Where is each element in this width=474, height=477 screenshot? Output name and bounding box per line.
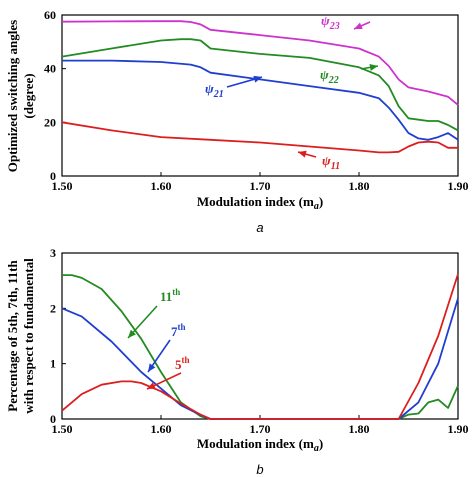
series-label-1: ψ22: [320, 67, 339, 86]
y-axis-title-line1: Percentage of 5th, 7th, 11th: [5, 260, 20, 412]
series-label-3: ψ11: [322, 153, 340, 172]
series-label-1: 7th: [171, 322, 186, 339]
x-axis-title: Modulation index (ma): [197, 436, 323, 454]
series-label-0: ψ23: [321, 13, 340, 32]
y-axis-title-line2: (degree): [21, 73, 36, 118]
annotation-arrow-head: [253, 75, 262, 83]
series-line-3: [61, 121, 458, 154]
series-line-0: [61, 20, 459, 106]
y-axis-title-line1: Optimized switching angles: [5, 20, 20, 172]
series-label-0: 11th: [160, 287, 180, 304]
series-line-2: [61, 273, 459, 420]
x-tick-label: 1.80: [349, 179, 370, 193]
series-line-1: [61, 38, 459, 132]
chart-panel-a: 1.50 1.60 1.70 1.80 1.90 0 20 40 60 ψ23 ψ22 ψ21 ψ11 M…: [5, 8, 469, 235]
panel-label: b: [256, 462, 263, 477]
annotation-arrow-head: [128, 329, 136, 338]
x-tick-label: 1.60: [151, 422, 172, 436]
series-label-2: ψ21: [205, 81, 224, 100]
annotation-arrow-head: [369, 63, 378, 71]
annotation-arrow-head: [354, 22, 363, 29]
y-tick-label: 1: [50, 357, 56, 371]
x-tick-label: 1.70: [250, 179, 271, 193]
y-tick-label: 3: [50, 246, 56, 260]
y-tick-label: 0: [50, 169, 56, 183]
series-label-2: 5th: [175, 355, 190, 372]
plot-frame: [61, 252, 459, 420]
y-axis-title-line2: with respect to fundamental: [21, 258, 36, 414]
series-line-1: [61, 298, 459, 420]
y-tick-label: 40: [44, 62, 56, 76]
y-tick-label: 60: [44, 8, 56, 22]
annotation-arrow-head: [147, 382, 156, 389]
annotation-arrow-head: [148, 363, 156, 372]
series-line-0: [62, 274, 459, 420]
y-tick-label: 2: [50, 301, 56, 315]
series-line-2: [62, 59, 459, 141]
y-tick-label: 0: [50, 412, 56, 426]
panel-label: a: [256, 220, 263, 235]
x-tick-label: 1.70: [250, 422, 271, 436]
annotation-arrow-head: [298, 150, 307, 158]
y-tick-label: 20: [44, 115, 56, 129]
x-tick-label: 1.90: [448, 422, 469, 436]
x-tick-label: 1.50: [52, 179, 73, 193]
chart-panel-b: 1.50 1.60 1.70 1.80 1.90 0 1 2 3 11th 7th 5th Modula…: [5, 246, 469, 477]
x-axis-title: Modulation index (ma): [197, 194, 323, 212]
x-tick-label: 1.60: [151, 179, 172, 193]
x-tick-label: 1.50: [52, 422, 73, 436]
x-tick-label: 1.80: [349, 422, 370, 436]
x-tick-label: 1.90: [448, 179, 469, 193]
